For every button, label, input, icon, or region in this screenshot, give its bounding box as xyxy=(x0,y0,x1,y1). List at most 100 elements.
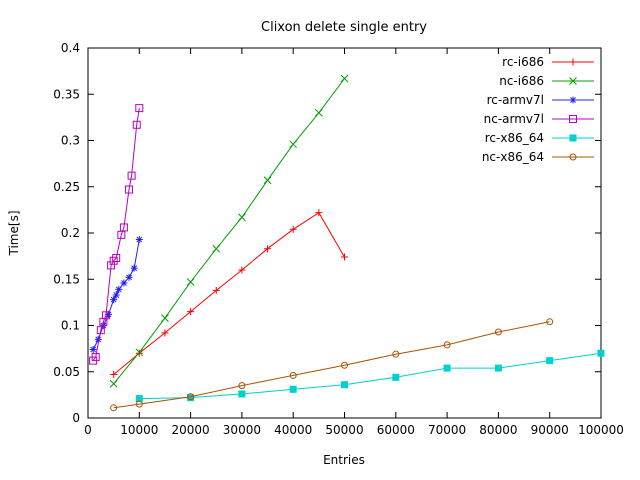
axis-ticks xyxy=(87,47,602,419)
series-marker-rc-i686 xyxy=(110,371,118,379)
series-marker-nc-armv7l xyxy=(91,352,100,361)
series-marker-rc-i686 xyxy=(161,329,169,337)
y-tick-label: 0.25 xyxy=(53,180,80,194)
series-marker-rc-armv7l xyxy=(120,279,128,287)
series-marker-nc-armv7l xyxy=(119,223,128,232)
x-tick-label: 70000 xyxy=(428,423,466,437)
series-marker-nc-armv7l xyxy=(99,317,108,326)
series-marker-nc-x86_64 xyxy=(392,350,400,358)
series-marker-nc-i686 xyxy=(238,213,246,222)
y-tick-label: 0.1 xyxy=(61,319,80,333)
series-marker-nc-x86_64 xyxy=(187,393,195,401)
series-line-nc-x86_64 xyxy=(113,321,550,409)
x-tick-label: 60000 xyxy=(377,423,415,437)
series-marker-nc-armv7l xyxy=(112,253,121,262)
series-marker-rc-armv7l xyxy=(89,346,97,354)
legend-item-nc-armv7l: nc-armv7l xyxy=(484,112,594,126)
x-tick-label: 30000 xyxy=(223,423,261,437)
series-marker-nc-x86_64 xyxy=(135,400,143,408)
series-marker-rc-x86_64 xyxy=(494,364,502,372)
y-tick-label: 0.4 xyxy=(61,41,80,55)
series-marker-nc-i686 xyxy=(186,278,195,286)
y-tick-label: 0.2 xyxy=(61,226,80,240)
legend-label: nc-armv7l xyxy=(484,112,544,126)
y-tick-label: 0.35 xyxy=(53,87,80,101)
series-marker-rc-armv7l xyxy=(115,285,123,293)
series-marker-rc-i686 xyxy=(289,225,297,233)
legend-item-nc-i686: nc-i686 xyxy=(499,74,594,88)
series-line-rc-i686 xyxy=(113,211,345,375)
series-marker-rc-x86_64 xyxy=(392,373,400,381)
x-tick-label: 90000 xyxy=(531,423,569,437)
series-marker-nc-armv7l xyxy=(132,120,141,129)
series-marker-nc-x86_64 xyxy=(110,404,118,412)
x-tick-label: 40000 xyxy=(274,423,312,437)
y-tick-label: 0.05 xyxy=(53,365,80,379)
legend-label: rc-armv7l xyxy=(487,93,544,107)
series-marker-rc-i686 xyxy=(341,253,348,261)
series-marker-nc-armv7l xyxy=(101,311,110,320)
series-marker-nc-i686 xyxy=(212,244,221,253)
series-rc-armv7l xyxy=(89,235,143,354)
axis-tick-labels: 0 10000 20000 30000 40000 50000 60000 70000 8000… xyxy=(53,41,624,437)
series-marker-rc-armv7l xyxy=(135,235,143,243)
series-marker-rc-i686 xyxy=(212,286,220,294)
series-marker-nc-x86_64 xyxy=(289,371,297,379)
series-marker-nc-x86_64 xyxy=(546,318,554,326)
plot-area: 0 10000 20000 30000 40000 50000 60000 70000 8000… xyxy=(53,41,624,437)
series-marker-nc-i686 xyxy=(263,176,272,185)
series-marker-nc-i686 xyxy=(109,379,118,388)
y-tick-label: 0 xyxy=(72,411,80,425)
series-marker-rc-armv7l xyxy=(110,296,118,304)
series-marker-nc-x86_64 xyxy=(494,328,502,336)
legend-label: rc-i686 xyxy=(502,55,544,69)
series-rc-x86_64 xyxy=(135,349,605,403)
series-nc-armv7l xyxy=(89,104,144,365)
x-tick-label: 20000 xyxy=(172,423,210,437)
series-marker-nc-armv7l xyxy=(107,261,116,270)
y-axis-label: Time[s] xyxy=(7,211,21,257)
series-marker-nc-armv7l xyxy=(125,185,134,194)
x-tick-label: 50000 xyxy=(325,423,363,437)
series-marker-rc-x86_64 xyxy=(238,390,246,398)
series-marker-rc-x86_64 xyxy=(289,385,297,393)
x-tick-label: 100000 xyxy=(578,423,624,437)
series-marker-rc-armv7l xyxy=(125,273,133,281)
series-marker-rc-i686 xyxy=(135,349,143,357)
series-line-nc-i686 xyxy=(113,78,345,385)
series-nc-x86_64 xyxy=(110,318,554,412)
series-line-nc-armv7l xyxy=(92,108,140,361)
series-marker-rc-x86_64 xyxy=(341,381,348,389)
series-marker-rc-i686 xyxy=(315,209,323,217)
series-marker-rc-armv7l xyxy=(130,264,138,272)
legend-sample-marker xyxy=(569,96,577,104)
series-marker-nc-armv7l xyxy=(109,256,118,265)
series-marker-rc-x86_64 xyxy=(135,395,143,403)
series-marker-nc-i686 xyxy=(135,348,144,357)
series-marker-nc-x86_64 xyxy=(238,382,246,390)
series-rc-i686 xyxy=(110,209,348,379)
series-marker-nc-i686 xyxy=(340,74,349,83)
legend-label: nc-x86_64 xyxy=(482,150,544,164)
series-marker-rc-armv7l xyxy=(105,310,113,318)
legend-sample-marker xyxy=(569,115,577,123)
series-marker-rc-i686 xyxy=(264,245,272,253)
y-tick-label: 0.3 xyxy=(61,134,80,148)
legend: rc-i686 nc-i686 rc-armv7l nc-armv7l rc-x86_6… xyxy=(482,55,594,164)
series-marker-rc-i686 xyxy=(238,266,246,274)
series-marker-nc-x86_64 xyxy=(341,361,348,369)
x-tick-label: 0 xyxy=(84,423,92,437)
series-marker-nc-i686 xyxy=(314,108,323,117)
legend-item-rc-x86_64: rc-x86_64 xyxy=(485,131,594,145)
legend-sample-marker xyxy=(569,58,577,66)
series-marker-nc-x86_64 xyxy=(443,341,451,349)
x-tick-label: 80000 xyxy=(479,423,517,437)
series-marker-rc-armv7l xyxy=(94,335,102,343)
series-nc-i686 xyxy=(109,74,349,388)
legend-item-rc-armv7l: rc-armv7l xyxy=(487,93,594,107)
legend-label: rc-x86_64 xyxy=(485,131,544,145)
series-line-rc-x86_64 xyxy=(139,352,602,400)
series-marker-rc-armv7l xyxy=(112,291,120,299)
